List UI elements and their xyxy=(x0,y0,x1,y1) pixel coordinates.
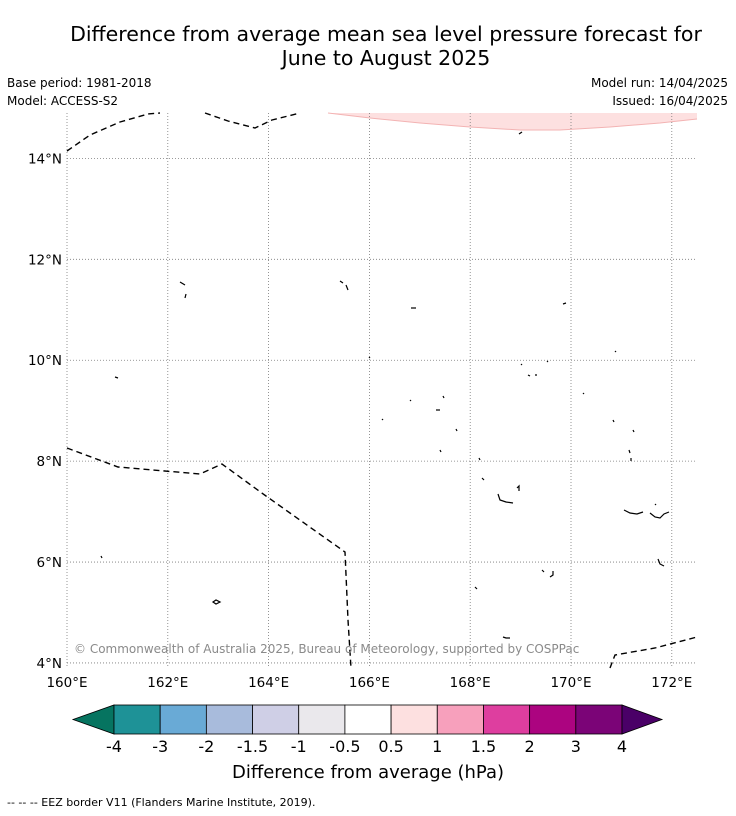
lon-tick-label: 172°E xyxy=(651,675,692,691)
island xyxy=(497,493,514,504)
eez-border-north xyxy=(66,112,301,152)
colorbar-tick-label: -1 xyxy=(291,737,307,756)
island xyxy=(562,302,567,305)
gridlines xyxy=(66,113,697,668)
island xyxy=(527,374,537,377)
island xyxy=(409,395,445,402)
island xyxy=(179,281,186,286)
lat-tick-label: 14°N xyxy=(28,151,62,167)
lon-tick-label: 164°E xyxy=(248,675,289,691)
colorbar-tick-label: -3 xyxy=(152,737,168,756)
island xyxy=(455,428,458,432)
island xyxy=(184,293,187,299)
colorbar-extend-low xyxy=(71,704,115,735)
island xyxy=(612,419,635,433)
colorbar-swatch xyxy=(436,704,484,735)
anomaly-contour xyxy=(327,112,698,131)
island xyxy=(114,376,119,379)
lon-tick-label: 168°E xyxy=(450,675,491,691)
colorbar-swatch xyxy=(298,704,346,735)
island xyxy=(474,586,478,590)
lon-tick-label: 160°E xyxy=(46,675,87,691)
title-line-2: June to August 2025 xyxy=(281,46,491,70)
lat-tick-label: 6°N xyxy=(37,555,62,571)
colorbar-swatch xyxy=(390,704,438,735)
eez-border-middle xyxy=(66,447,352,669)
issued-date: Issued: 16/04/2025 xyxy=(612,94,728,108)
copyright-notice: © Commonwealth of Australia 2025, Bureau… xyxy=(74,642,579,656)
colorbar-swatch xyxy=(529,704,577,735)
lat-tick-label: 4°N xyxy=(37,656,62,672)
positive-anomaly-area xyxy=(328,113,697,130)
island xyxy=(520,360,549,366)
lat-tick-label: 8°N xyxy=(37,454,62,470)
colorbar-tick-label: 1.5 xyxy=(471,737,496,756)
island xyxy=(649,511,670,519)
colorbar-tick-label: 4 xyxy=(617,737,627,756)
eez-border-southeast xyxy=(609,636,698,669)
meta-left: Base period: 1981-2018 Model: ACCESS-S2 xyxy=(7,74,152,110)
colorbar-tick-label: -1.5 xyxy=(237,737,268,756)
eez-legend-note: -- -- -- EEZ border V11 (Flanders Marine… xyxy=(7,796,316,809)
longitude-labels: 160°E 162°E 164°E 166°E 168°E 170°E 172°E xyxy=(46,675,692,691)
lon-tick-label: 162°E xyxy=(147,675,188,691)
colorbar-swatch xyxy=(252,704,300,735)
island xyxy=(502,636,510,639)
colorbar-tick-label: 3 xyxy=(571,737,581,756)
colorbar-extend-high xyxy=(621,704,664,735)
colorbar-swatch xyxy=(205,704,253,735)
island xyxy=(211,599,222,605)
model-run: Model run: 14/04/2025 xyxy=(590,76,728,90)
island xyxy=(339,280,349,291)
lon-tick-label: 170°E xyxy=(550,675,591,691)
island xyxy=(541,569,554,578)
colorbar-tick-label: 0.5 xyxy=(378,737,403,756)
colorbar-swatch xyxy=(344,704,392,735)
island xyxy=(628,449,632,461)
colorbar-swatch xyxy=(113,704,161,735)
title-line-1: Difference from average mean sea level p… xyxy=(70,22,702,46)
lat-tick-label: 12°N xyxy=(28,252,62,268)
colorbar-swatch xyxy=(575,704,623,735)
eez-borders xyxy=(66,112,698,669)
colorbar-tick-label: 1 xyxy=(432,737,442,756)
island xyxy=(614,350,617,353)
colorbar-swatch xyxy=(483,704,531,735)
island xyxy=(439,449,481,461)
island xyxy=(516,484,520,491)
island xyxy=(381,418,384,421)
colorbar-tick-label: 2 xyxy=(525,737,535,756)
base-period: Base period: 1981-2018 xyxy=(7,76,152,90)
islands xyxy=(100,131,670,639)
colorbar-tick-label: -4 xyxy=(106,737,122,756)
colorbar-tick-label: -0.5 xyxy=(329,737,360,756)
island xyxy=(623,509,644,515)
island xyxy=(518,131,523,135)
island xyxy=(100,555,103,559)
colorbar: -4 -3 -2 -1.5 -1 -0.5 0.5 1 1.5 2 3 4 xyxy=(71,704,664,756)
island xyxy=(481,477,485,481)
island xyxy=(582,392,585,395)
colorbar-title: Difference from average (hPa) xyxy=(232,762,504,783)
island xyxy=(657,558,665,567)
map-title: Difference from average mean sea level p… xyxy=(0,22,736,70)
latitude-labels: 14°N 12°N 10°N 8°N 6°N 4°N xyxy=(28,151,62,672)
model-name: Model: ACCESS-S2 xyxy=(7,94,119,108)
colorbar-swatch xyxy=(159,704,207,735)
meta-right: Model run: 14/04/2025 Issued: 16/04/2025 xyxy=(591,74,728,110)
island xyxy=(368,356,371,359)
lon-tick-label: 166°E xyxy=(349,675,390,691)
colorbar-tick-label: -2 xyxy=(198,737,214,756)
lat-tick-label: 10°N xyxy=(28,353,62,369)
island xyxy=(654,503,657,506)
